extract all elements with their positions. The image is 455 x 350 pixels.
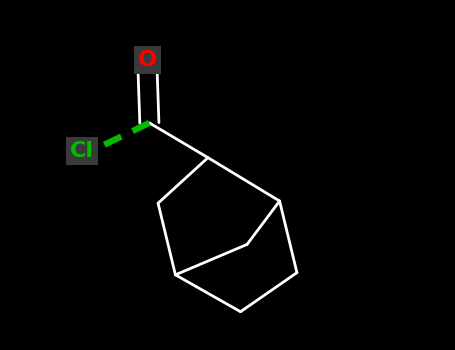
Text: O: O (138, 50, 157, 70)
Text: Cl: Cl (70, 141, 94, 161)
